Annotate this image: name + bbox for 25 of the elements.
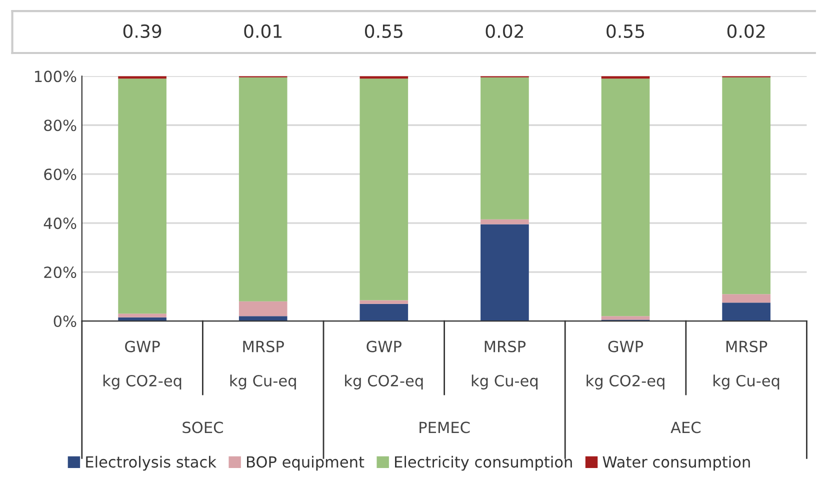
- y-tick-label: 100%: [35, 70, 76, 82]
- legend-label: Water consumption: [602, 456, 750, 471]
- legend-label: Electricity consumption: [395, 456, 572, 471]
- y-tick-label: 80%: [44, 120, 76, 132]
- text: PEMEC: [420, 422, 470, 434]
- text: SOEC: [182, 422, 223, 434]
- category-label: GWP kg CO2-eq: [103, 340, 182, 390]
- y-tick-label: 40%: [44, 218, 76, 230]
- text: 0.55: [606, 24, 644, 38]
- y-tick-label: 20%: [44, 266, 76, 278]
- category-label: MRSP kg Cu-eq: [472, 340, 538, 390]
- y-tick-label: 0%: [54, 315, 76, 328]
- y-tick-label: 60%: [44, 168, 76, 180]
- text: 0.02: [486, 24, 523, 38]
- legend-label: BOP equipment: [247, 456, 364, 471]
- category-label: MRSP kg Cu-eq: [230, 340, 296, 390]
- text: 0.39: [123, 24, 162, 38]
- text: 0.02: [727, 24, 765, 38]
- text: 0.55: [364, 24, 402, 38]
- category-label: MRSP kg Cu-eq: [714, 340, 780, 390]
- legend-label: Electrolysis stack: [86, 456, 216, 471]
- category-label: GWP kg CO2-eq: [586, 340, 664, 390]
- category-label: GWP kg CO2-eq: [345, 340, 423, 390]
- text: AEC: [670, 422, 700, 434]
- text: 0.01: [244, 24, 282, 38]
